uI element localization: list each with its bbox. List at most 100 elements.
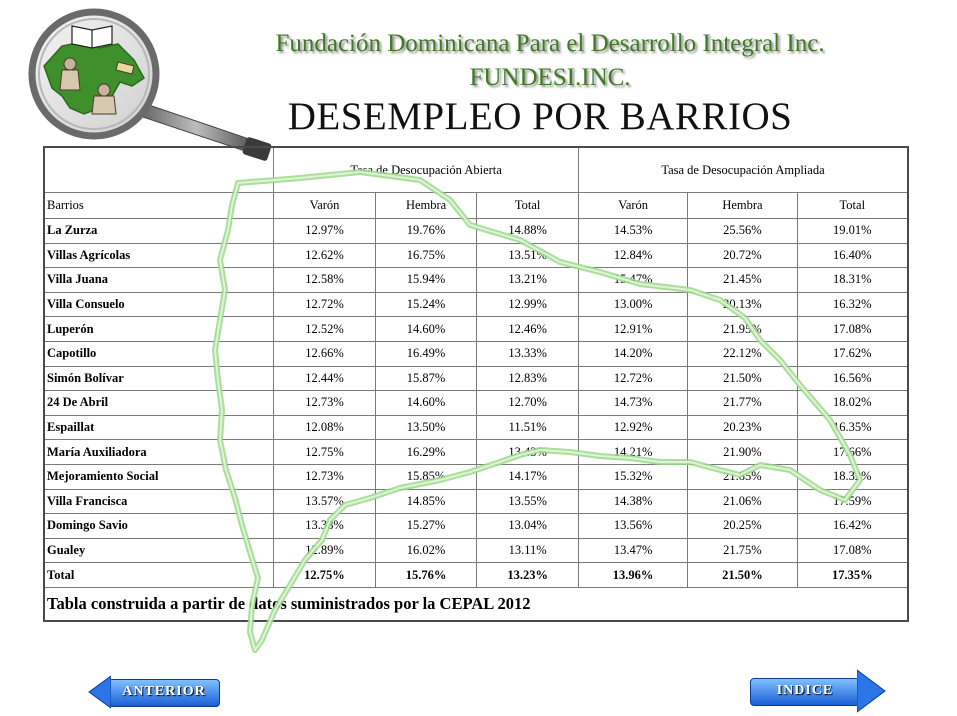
rate-cell: 12.70%	[476, 390, 579, 416]
magnifier-map-logo-icon	[28, 8, 272, 161]
table-row: Mejoramiento Social 12.73% 15.85% 14.17% 15.…	[43, 463, 909, 490]
column-header: Hembra	[687, 192, 798, 219]
table-footnote: Tabla construida a partir de datos sumin…	[43, 586, 909, 622]
rate-cell: 13.56%	[577, 513, 689, 539]
table-total-row: Total 12.75% 15.76% 13.23% 13.96% 21.50%…	[43, 562, 909, 588]
rate-cell: 13.21%	[476, 267, 579, 293]
rate-cell: 21.90%	[687, 439, 798, 465]
rate-cell: 16.40%	[796, 242, 909, 269]
rate-cell: 14.85%	[374, 488, 478, 515]
total-cell: 21.50%	[687, 562, 798, 588]
rate-cell: 12.52%	[273, 316, 376, 342]
table-column-header-row: Barrios Varón Hembra Total Varón Hembra …	[43, 192, 909, 219]
rate-cell: 25.56%	[687, 218, 798, 244]
rate-cell: 16.49%	[374, 340, 478, 367]
table-group-header-row: Tasa de Desocupación Abierta Tasa de Des…	[43, 146, 909, 193]
barrio-name-cell: María Auxiliadora	[43, 439, 275, 465]
barrio-name-cell: Domingo Savio	[43, 513, 275, 539]
group-header-open: Tasa de Desocupación Abierta	[273, 146, 579, 193]
rate-cell: 14.21%	[577, 439, 689, 465]
barrio-name-cell: Simón Bolívar	[43, 365, 275, 392]
total-cell: 13.23%	[476, 562, 579, 588]
table-row: Capotillo 12.66% 16.49% 13.33% 14.20% 22.12% 1…	[43, 340, 909, 367]
rate-cell: 12.83%	[476, 365, 579, 392]
column-header: Total	[476, 192, 579, 219]
rate-cell: 16.35%	[796, 414, 909, 441]
rate-cell: 16.02%	[374, 537, 478, 564]
barrio-name-cell: Capotillo	[43, 340, 275, 367]
rate-cell: 12.46%	[476, 316, 579, 342]
arrow-left-icon	[88, 675, 111, 709]
rate-cell: 19.01%	[796, 218, 909, 244]
total-cell: 12.75%	[273, 562, 376, 588]
rate-cell: 12.72%	[273, 291, 376, 318]
rate-cell: 13.57%	[273, 488, 376, 515]
rate-cell: 14.88%	[476, 218, 579, 244]
organization-acronym: FUNDESI.INC.	[469, 64, 631, 91]
rate-cell: 13.47%	[577, 537, 689, 564]
barrio-name-cell: 24 De Abril	[43, 390, 275, 416]
rate-cell: 15.87%	[374, 365, 478, 392]
table-row: Villa Consuelo 12.72% 15.24% 12.99% 13.00% 20…	[43, 291, 909, 318]
barrio-name-cell: Luperón	[43, 316, 275, 342]
rate-cell: 17.08%	[796, 316, 909, 342]
rate-cell: 17.08%	[796, 537, 909, 564]
rate-cell: 14.60%	[374, 316, 478, 342]
rate-cell: 19.76%	[374, 218, 478, 244]
column-header: Barrios	[43, 192, 275, 219]
rate-cell: 21.95%	[687, 316, 798, 342]
rate-cell: 13.33%	[476, 340, 579, 367]
rate-cell: 15.24%	[374, 291, 478, 318]
barrio-name-cell: Villa Consuelo	[43, 291, 275, 318]
barrio-name-cell: Gualey	[43, 537, 275, 564]
index-button[interactable]: INDICE	[750, 669, 886, 713]
rate-cell: 13.43%	[476, 439, 579, 465]
unemployment-table: Tasa de Desocupación Abierta Tasa de Des…	[43, 146, 909, 622]
group-header-extended: Tasa de Desocupación Ampliada	[577, 146, 909, 193]
rate-cell: 15.94%	[374, 267, 478, 293]
rate-cell: 16.29%	[374, 439, 478, 465]
table-row: 24 De Abril 12.73% 14.60% 12.70% 14.73% 21.77…	[43, 390, 909, 416]
barrio-name-cell: Espaillat	[43, 414, 275, 441]
previous-button[interactable]: ANTERIOR	[88, 675, 220, 709]
rate-cell: 12.73%	[273, 463, 376, 490]
index-button-label: INDICE	[776, 683, 834, 698]
barrio-name-cell: Mejoramiento Social	[43, 463, 275, 490]
total-cell: 17.35%	[796, 562, 909, 588]
rate-cell: 18.02%	[796, 390, 909, 416]
rate-cell: 11.51%	[476, 414, 579, 441]
rate-cell: 12.62%	[273, 242, 376, 269]
rate-cell: 13.38%	[273, 513, 376, 539]
rate-cell: 14.53%	[577, 218, 689, 244]
rate-cell: 20.23%	[687, 414, 798, 441]
page-title: DESEMPLEO POR BARRIOS	[287, 95, 793, 138]
table-row: Gualey 12.89% 16.02% 13.11% 13.47% 21.75% 17.0…	[43, 537, 909, 564]
table-row: Domingo Savio 13.38% 15.27% 13.04% 13.56% 20.…	[43, 513, 909, 539]
rate-cell: 18.32%	[796, 463, 909, 490]
rate-cell: 14.73%	[577, 390, 689, 416]
rate-cell: 21.45%	[687, 267, 798, 293]
rate-cell: 14.20%	[577, 340, 689, 367]
rate-cell: 12.08%	[273, 414, 376, 441]
rate-cell: 18.31%	[796, 267, 909, 293]
rate-cell: 15.27%	[374, 513, 478, 539]
rate-cell: 21.85%	[687, 463, 798, 490]
rate-cell: 12.91%	[577, 316, 689, 342]
rate-cell: 12.44%	[273, 365, 376, 392]
total-cell: Total	[43, 562, 275, 588]
arrow-right-icon	[857, 669, 886, 713]
rate-cell: 13.51%	[476, 242, 579, 269]
rate-cell: 21.50%	[687, 365, 798, 392]
rate-cell: 16.42%	[796, 513, 909, 539]
rate-cell: 12.66%	[273, 340, 376, 367]
rate-cell: 14.17%	[476, 463, 579, 490]
total-cell: 15.76%	[374, 562, 478, 588]
rate-cell: 20.13%	[687, 291, 798, 318]
barrio-name-cell: La Zurza	[43, 218, 275, 244]
rate-cell: 16.56%	[796, 365, 909, 392]
rate-cell: 13.55%	[476, 488, 579, 515]
barrio-name-cell: Villa Juana	[43, 267, 275, 293]
table-corner-cell	[43, 146, 275, 193]
rate-cell: 12.99%	[476, 291, 579, 318]
rate-cell: 12.73%	[273, 390, 376, 416]
